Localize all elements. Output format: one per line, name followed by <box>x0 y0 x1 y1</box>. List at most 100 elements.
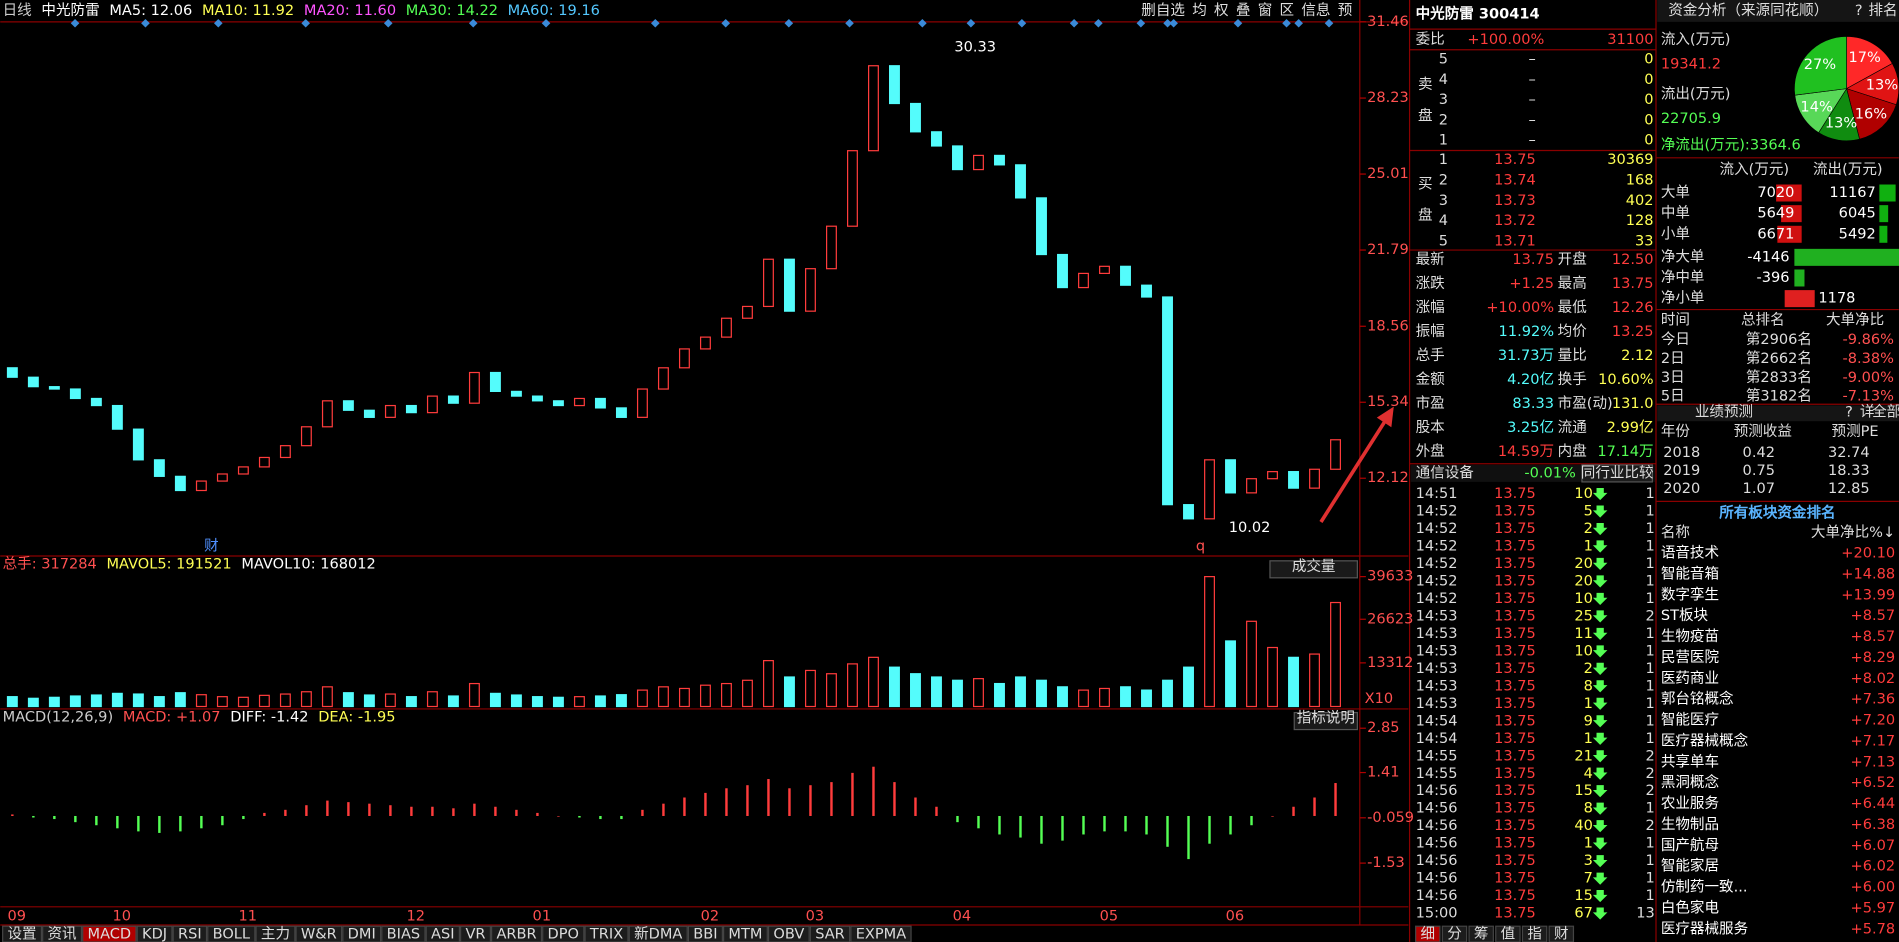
macd-bar <box>179 815 182 832</box>
macd-bar <box>515 809 518 816</box>
volume-bar <box>1036 679 1047 708</box>
volume-bar <box>321 686 333 708</box>
label: 2 <box>1439 111 1448 128</box>
macd-bar <box>1040 815 1043 844</box>
toolbar-button[interactable]: 预 <box>1338 2 1353 19</box>
macd-bar <box>200 815 203 829</box>
label: 13.74 <box>1494 172 1536 189</box>
toolbar-button[interactable]: 叠 <box>1236 2 1251 19</box>
volume-bar <box>69 695 81 708</box>
toolbar-button[interactable]: 窗 <box>1258 1 1273 19</box>
macd-bar <box>1271 815 1274 817</box>
tab-label: 细 <box>1421 926 1436 942</box>
label: – <box>1529 132 1536 149</box>
volume-bar <box>636 689 648 708</box>
toolbar-button[interactable]: 权 <box>1214 2 1229 19</box>
button-label[interactable]: 排名 <box>1868 2 1897 19</box>
volume-bar <box>531 696 543 708</box>
macd-bar <box>704 792 707 816</box>
y-tick-label: 18.56 <box>1367 317 1409 334</box>
x-tick-label: 10 <box>113 908 132 925</box>
macd-bar <box>767 779 770 816</box>
label: 民营医院 <box>1661 649 1720 666</box>
volume-bar <box>1225 640 1236 708</box>
x-tick-label: 01 <box>533 908 552 925</box>
inflow-bar <box>1777 225 1802 243</box>
pie-slice <box>1794 36 1847 96</box>
toolbar-button[interactable]: 信息 <box>1301 2 1330 19</box>
candle <box>321 400 333 428</box>
label: – <box>1529 91 1536 108</box>
label: 0 <box>1644 50 1653 67</box>
candle <box>573 397 585 407</box>
button-label[interactable]: 全部 <box>1872 403 1899 421</box>
label: 4.20亿 <box>1507 371 1554 388</box>
volume-bar <box>405 696 417 708</box>
label: 智能音箱 <box>1661 565 1719 582</box>
candle <box>300 426 312 447</box>
candle <box>216 473 228 482</box>
volume-bar <box>384 693 396 708</box>
volume-bar <box>825 673 837 708</box>
panel-button <box>1293 711 1358 731</box>
label: 净大单 <box>1661 248 1705 265</box>
macd-bar <box>242 815 245 820</box>
label: 1 <box>1646 538 1655 555</box>
panel-button-label[interactable]: 成交量 <box>1292 557 1336 575</box>
candle <box>636 388 648 418</box>
label: 13.75 <box>1494 835 1536 852</box>
label: 13.75 <box>1494 695 1536 712</box>
label: 总排名 <box>1741 311 1785 328</box>
label: 委比 <box>1416 31 1445 48</box>
candle <box>27 376 39 388</box>
label: 大单净比%↓ <box>1811 524 1895 541</box>
button-label[interactable]: 详 <box>1860 404 1875 421</box>
label: 生物制品 <box>1661 816 1719 833</box>
candle <box>615 407 627 418</box>
label: 3 <box>1439 91 1448 108</box>
label: 13.75 <box>1512 251 1554 268</box>
tab-label: RSI <box>178 926 202 942</box>
macd-bar <box>536 812 539 816</box>
volume-bar <box>952 679 963 708</box>
macd-bar <box>872 766 875 816</box>
label: 2020 <box>1663 480 1700 497</box>
annotation: q <box>1196 537 1205 554</box>
label: 白色家电 <box>1661 899 1719 916</box>
macd-bar <box>746 785 749 816</box>
label: 2 <box>1439 172 1448 189</box>
volume-bar <box>342 692 354 708</box>
candle <box>510 390 522 397</box>
label: +13.99 <box>1841 586 1895 603</box>
volume-bar <box>994 682 1005 708</box>
tab-label: ASI <box>431 926 454 942</box>
label: 涨跌 <box>1416 275 1446 292</box>
button[interactable] <box>1581 464 1653 483</box>
candle <box>153 459 165 477</box>
x-tick-label: 02 <box>701 908 720 925</box>
toolbar-button[interactable]: 区 <box>1280 2 1295 19</box>
label: 量比 <box>1558 347 1587 364</box>
indicator-label: MA10: 11.92 <box>202 2 294 19</box>
label: 30369 <box>1607 151 1653 168</box>
label: ? <box>1855 2 1863 19</box>
label: 13.75 <box>1494 905 1536 922</box>
label: 32.74 <box>1828 444 1870 461</box>
macd-bar <box>599 815 602 820</box>
label: 13.73 <box>1494 192 1536 209</box>
label: 10 <box>1574 642 1593 659</box>
macd-bar <box>1187 815 1190 860</box>
volume-bar <box>111 692 123 708</box>
volume-bar <box>657 686 669 708</box>
x-tick-label: 04 <box>953 908 972 925</box>
panel-button-label[interactable]: 指标说明 <box>1297 710 1355 727</box>
label: 9 <box>1584 712 1593 729</box>
candle <box>111 404 123 430</box>
label: 1 <box>1646 677 1655 694</box>
label: 黑洞概念 <box>1661 773 1719 791</box>
toolbar-button[interactable]: 删自选 <box>1141 2 1185 19</box>
label: 0 <box>1644 111 1653 128</box>
label: 14:52 <box>1416 555 1458 572</box>
toolbar-button[interactable]: 均 <box>1192 2 1207 19</box>
inflow-bar <box>1776 184 1802 202</box>
